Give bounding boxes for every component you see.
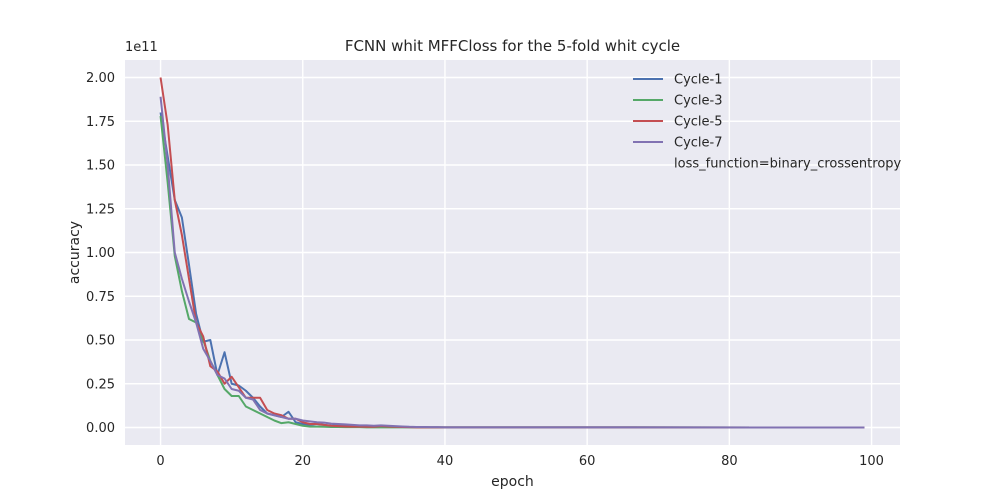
series-line-cycle-7 <box>159 96 865 429</box>
x-tick-label: 60 <box>579 454 596 469</box>
y-tick-label: 1.50 <box>86 159 115 174</box>
legend-entry: Cycle-1 <box>674 73 723 88</box>
y-offset-label: 1e11 <box>125 40 158 55</box>
chart-title: FCNN whit MFFCloss for the 5-fold whit c… <box>345 37 680 55</box>
y-tick-label: 0.25 <box>86 377 115 392</box>
y-tick-label: 1.00 <box>86 246 115 261</box>
y-tick-label: 0.75 <box>86 290 115 305</box>
y-tick-label: 1.25 <box>86 202 115 217</box>
y-axis-label: accuracy <box>67 221 83 284</box>
y-tick-label: 0.50 <box>86 334 115 349</box>
x-tick-label: 100 <box>859 454 884 469</box>
legend-note: loss_function=binary_crossentropy <box>674 157 902 172</box>
legend: Cycle-1 Cycle-3 Cycle-5 Cycle-7 loss_functio… <box>633 73 902 172</box>
x-axis-label: epoch <box>491 474 534 490</box>
x-tick-label: 40 <box>437 454 454 469</box>
x-tick-label: 80 <box>721 454 738 469</box>
y-tick-label: 2.00 <box>86 71 115 86</box>
y-tick-label: 1.75 <box>86 115 115 130</box>
legend-entry: Cycle-5 <box>674 115 723 130</box>
legend-entry: Cycle-3 <box>674 94 723 109</box>
x-tick-label: 0 <box>156 454 164 469</box>
legend-entry: Cycle-7 <box>674 136 723 151</box>
x-tick-label: 20 <box>294 454 311 469</box>
y-tick-label: 0.00 <box>86 421 115 436</box>
